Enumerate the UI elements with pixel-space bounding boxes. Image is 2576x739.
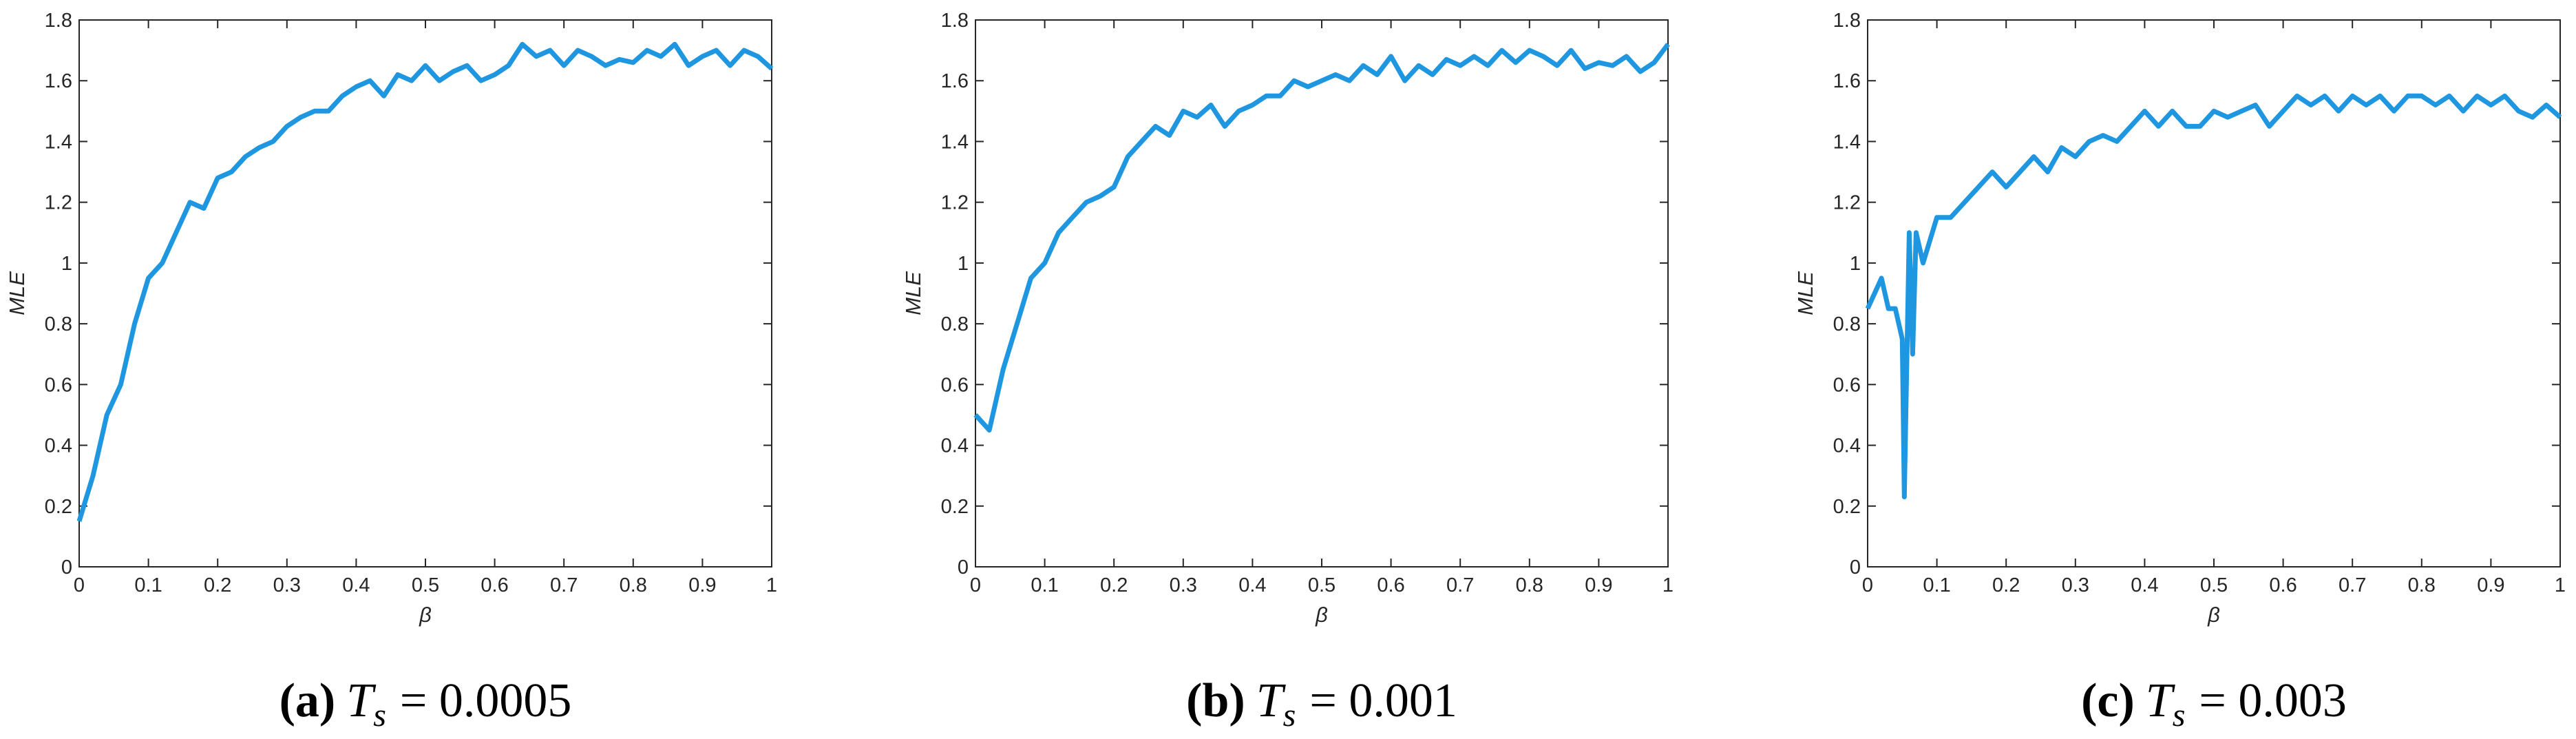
y-tick-label: 0.6 — [45, 374, 72, 396]
y-axis-label: MLE — [1793, 271, 1817, 315]
data-line — [1865, 93, 2562, 499]
x-tick-label: 0.7 — [1446, 574, 1474, 596]
x-tick-label: 0.9 — [2477, 574, 2504, 596]
caption-label: (b) — [1186, 674, 1245, 727]
axes-box — [975, 19, 1669, 568]
y-tick-label: 0.8 — [1833, 313, 1861, 335]
x-tick-label: 0.4 — [342, 574, 370, 596]
x-axis-label: β — [1315, 603, 1328, 627]
x-tick-label: 0 — [970, 574, 981, 596]
x-tick-label: 0.5 — [412, 574, 439, 596]
caption-subscript: s — [2173, 697, 2186, 733]
x-tick-label: 0.6 — [1377, 574, 1404, 596]
caption-subscript: s — [373, 697, 386, 733]
y-tick-label: 1.6 — [1833, 70, 1861, 92]
y-tick-label: 1.8 — [45, 10, 72, 32]
y-tick-label: 1.2 — [45, 192, 72, 214]
x-tick-label: 0.7 — [550, 574, 578, 596]
caption-symbol: T — [1256, 674, 1287, 727]
y-tick-label: 0.8 — [941, 313, 969, 335]
caption-rest: = 0.001 — [1309, 674, 1457, 727]
y-axis-label: MLE — [5, 271, 29, 315]
x-tick-label: 0.3 — [1170, 574, 1197, 596]
y-tick-label: 0.6 — [1833, 374, 1861, 396]
axes-box — [78, 19, 772, 568]
x-tick-label: 0.2 — [1992, 574, 2020, 596]
x-tick-label: 0.4 — [2131, 574, 2158, 596]
y-tick-label: 0.4 — [45, 435, 72, 457]
x-tick-label: 0.3 — [273, 574, 301, 596]
y-tick-label: 0.4 — [941, 435, 969, 457]
y-tick-label: 1 — [1850, 253, 1861, 275]
x-tick-label: 0.5 — [2200, 574, 2228, 596]
y-tick-label: 1.4 — [941, 131, 969, 153]
caption-rest: = 0.0005 — [400, 674, 571, 727]
subplot: 0 0.2 0.4 0.6 0.8 1 1.2 1.4 1.6 1.8 0 0.1 0.2 0.3 0.4 0… — [1793, 10, 2566, 733]
y-tick-label: 1.6 — [941, 70, 969, 92]
y-tick-label: 1 — [61, 253, 72, 275]
data-line — [76, 41, 774, 522]
y-tick-label: 1 — [958, 253, 969, 275]
y-tick-label: 0.6 — [941, 374, 969, 396]
x-tick-label: 0.6 — [2269, 574, 2297, 596]
y-tick-label: 0 — [1850, 556, 1861, 579]
x-axis-label: β — [419, 603, 432, 627]
data-line — [973, 43, 1670, 433]
x-axis-label: β — [2207, 603, 2220, 627]
y-tick-label: 0.2 — [941, 496, 969, 518]
y-tick-label: 1.6 — [45, 70, 72, 92]
x-tick-label: 0.5 — [1308, 574, 1335, 596]
caption: (a) Ts = 0.0005 — [279, 674, 572, 733]
x-tick-label: 0.9 — [1585, 574, 1612, 596]
y-tick-label: 1.8 — [1833, 10, 1861, 32]
x-tick-label: 0 — [74, 574, 85, 596]
caption-symbol: T — [346, 674, 377, 727]
x-tick-label: 0.2 — [204, 574, 231, 596]
y-tick-label: 0.2 — [45, 496, 72, 518]
x-tick-label: 0.2 — [1100, 574, 1128, 596]
y-tick-label: 0 — [61, 556, 72, 579]
y-tick-label: 0.2 — [1833, 496, 1861, 518]
x-tick-label: 0.8 — [1516, 574, 1543, 596]
x-tick-label: 0.1 — [134, 574, 162, 596]
caption: (b) Ts = 0.001 — [1186, 674, 1457, 733]
x-tick-label: 0.3 — [2062, 574, 2089, 596]
y-tick-label: 1.8 — [941, 10, 969, 32]
y-tick-label: 1.2 — [1833, 192, 1861, 214]
x-tick-label: 1 — [766, 574, 777, 596]
y-tick-label: 0.4 — [1833, 435, 1861, 457]
y-tick-label: 1.4 — [45, 131, 72, 153]
y-tick-label: 1.4 — [1833, 131, 1861, 153]
caption-subscript: s — [1283, 697, 1296, 733]
x-tick-label: 0.9 — [688, 574, 716, 596]
y-tick-label: 1.2 — [941, 192, 969, 214]
x-tick-label: 0.4 — [1238, 574, 1266, 596]
x-tick-label: 1 — [1662, 574, 1674, 596]
caption: (c) Ts = 0.003 — [2081, 674, 2347, 733]
x-tick-label: 0.6 — [481, 574, 508, 596]
y-axis-label: MLE — [901, 271, 925, 315]
caption-label: (a) — [279, 674, 336, 727]
y-tick-label: 0 — [958, 556, 969, 579]
caption-symbol: T — [2146, 674, 2176, 727]
subplot: 0 0.2 0.4 0.6 0.8 1 1.2 1.4 1.6 1.8 0 0.1 0.2 0.3 0.4 0… — [901, 10, 1674, 733]
caption-rest: = 0.003 — [2199, 674, 2346, 727]
y-tick-label: 0.8 — [45, 313, 72, 335]
caption-label: (c) — [2081, 674, 2135, 727]
x-tick-label: 0.8 — [620, 574, 647, 596]
x-tick-label: 0.8 — [2408, 574, 2436, 596]
x-tick-label: 0 — [1862, 574, 1873, 596]
x-tick-label: 0.7 — [2339, 574, 2366, 596]
x-tick-label: 1 — [2555, 574, 2566, 596]
x-tick-label: 0.1 — [1031, 574, 1058, 596]
x-tick-label: 0.1 — [1923, 574, 1950, 596]
subplot: 0 0.2 0.4 0.6 0.8 1 1.2 1.4 1.6 1.8 0 0.1 0.2 0.3 0.4 0… — [5, 10, 777, 733]
